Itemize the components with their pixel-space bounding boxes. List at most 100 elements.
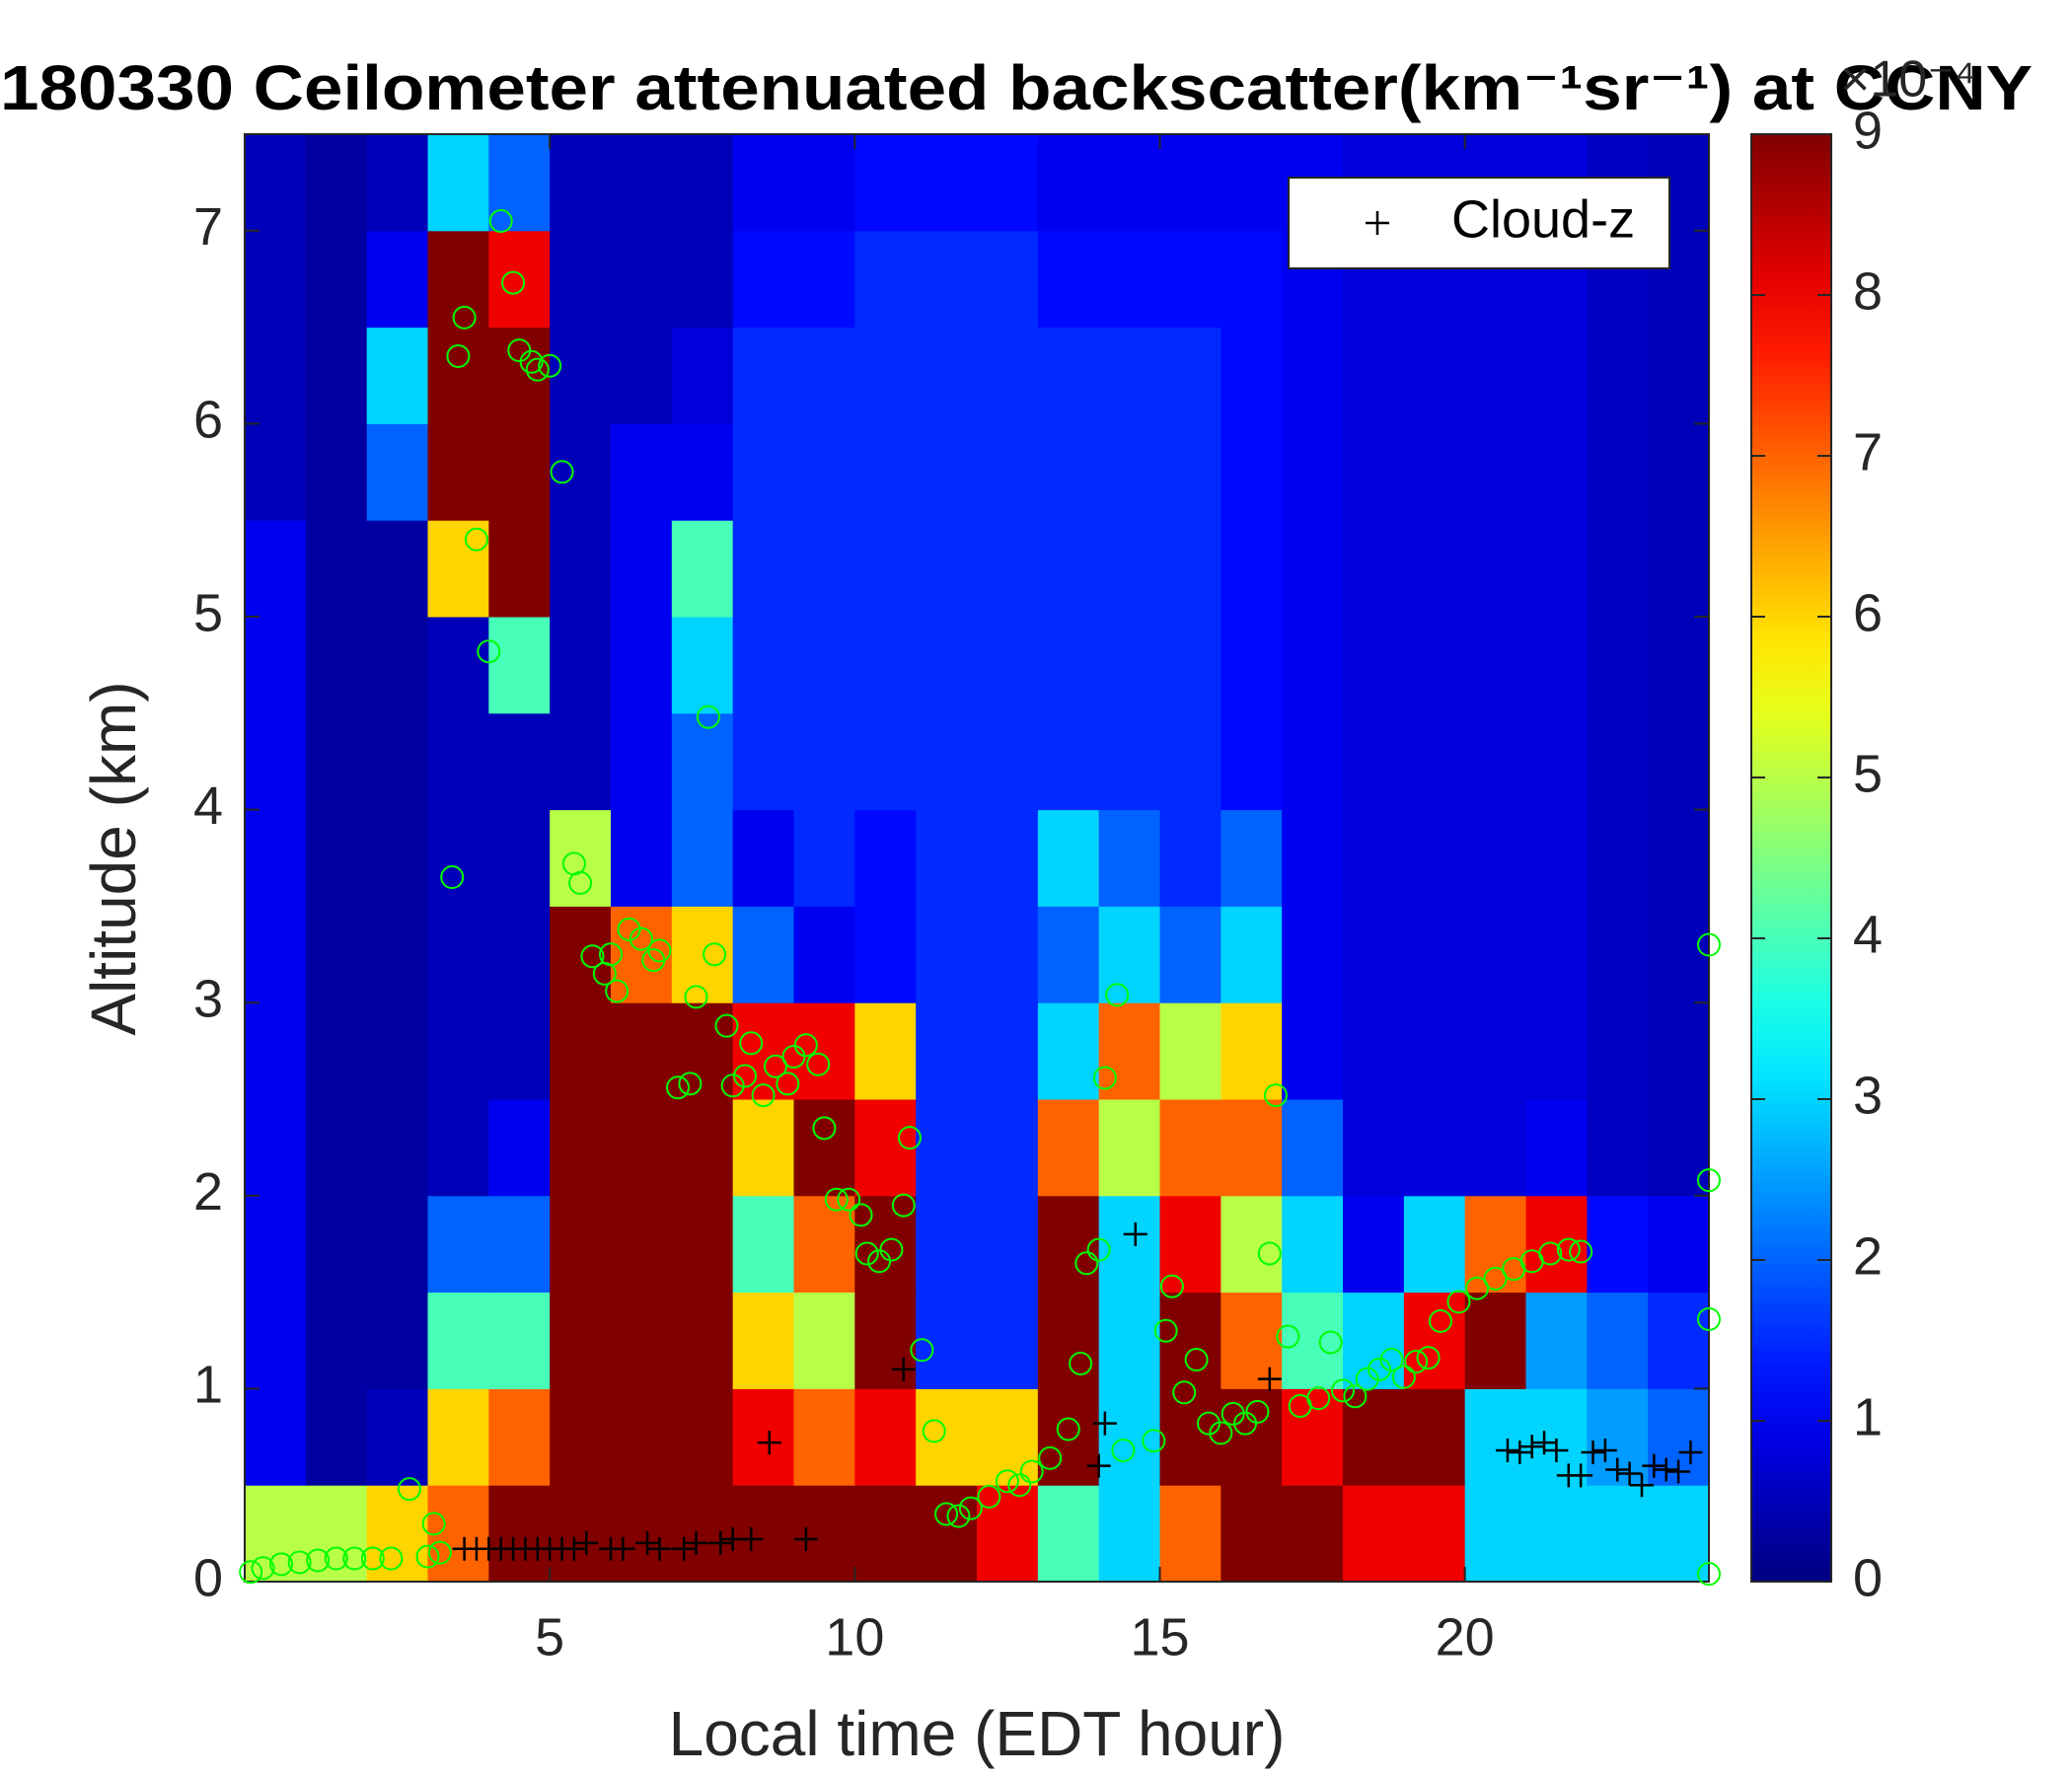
- heatmap-cell: [245, 230, 307, 329]
- scatter-marker: [379, 1546, 404, 1571]
- scatter-marker: [1355, 1367, 1379, 1391]
- cloud-marker: [757, 1431, 781, 1455]
- heatmap-cell: [488, 1485, 551, 1583]
- heatmap-cell: [305, 1292, 368, 1389]
- heatmap-cell: [1282, 712, 1344, 811]
- heatmap-cell: [1587, 906, 1649, 1003]
- heatmap-cell: [854, 809, 917, 907]
- heatmap-cell: [305, 520, 368, 618]
- heatmap-cell: [1525, 1099, 1588, 1197]
- y-tick-label: 2: [193, 1162, 223, 1221]
- heatmap-cell: [1159, 423, 1221, 521]
- heatmap-cell: [1098, 423, 1160, 521]
- heatmap-cell: [366, 230, 428, 329]
- cloud-marker: [1257, 1367, 1282, 1391]
- heatmap-cell: [732, 712, 794, 811]
- heatmap-cell: [1098, 1388, 1160, 1486]
- scatter-marker: [550, 460, 574, 484]
- scatter-marker: [1209, 1421, 1233, 1445]
- scatter-marker: [1343, 1384, 1368, 1409]
- heatmap-cell: [732, 1195, 794, 1294]
- heatmap-cell: [245, 712, 307, 811]
- heatmap-cell: [732, 423, 794, 521]
- heatmap-cell: [1648, 1099, 1710, 1197]
- heatmap-cell: [1648, 1002, 1710, 1100]
- heatmap-cell: [245, 809, 307, 907]
- heatmap-cell: [550, 1002, 612, 1100]
- heatmap-cell: [1037, 1099, 1100, 1197]
- x-tick-label: 5: [535, 1607, 564, 1666]
- heatmap: [245, 134, 1710, 1583]
- heatmap-cell: [488, 809, 551, 907]
- heatmap-cell: [366, 712, 428, 811]
- heatmap-cell: [1159, 712, 1221, 811]
- scatter-marker: [922, 1419, 946, 1443]
- heatmap-cell: [1648, 423, 1710, 521]
- scatter-marker: [1263, 1083, 1288, 1108]
- heatmap-cell: [1464, 1002, 1526, 1100]
- heatmap-cell: [550, 906, 612, 1003]
- heatmap-cell: [916, 1485, 978, 1583]
- heatmap-cell: [732, 906, 794, 1003]
- heatmap-cell: [793, 423, 855, 521]
- heatmap-cell: [245, 520, 307, 618]
- heatmap-cell: [366, 423, 428, 521]
- heatmap-cell: [916, 906, 978, 1003]
- heatmap-cell: [1343, 1099, 1405, 1197]
- heatmap-cell: [611, 1292, 673, 1389]
- heatmap-cell: [1648, 1485, 1710, 1583]
- heatmap-cell: [1464, 423, 1526, 521]
- scatter-marker: [1697, 1168, 1721, 1193]
- scatter-marker: [720, 1073, 745, 1098]
- scatter-marker: [763, 1054, 787, 1078]
- cloud-marker: [611, 1536, 635, 1561]
- heatmap-cell: [1098, 1485, 1160, 1583]
- heatmap-cell: [977, 809, 1039, 907]
- heatmap-cell: [366, 1485, 428, 1583]
- heatmap-cell: [854, 327, 917, 424]
- heatmap-cell: [1037, 809, 1100, 907]
- heatmap-cell: [1648, 520, 1710, 618]
- cloud-marker: [1086, 1453, 1111, 1478]
- scatter-marker: [776, 1072, 800, 1096]
- heatmap-cell: [916, 712, 978, 811]
- heatmap-cell: [1464, 520, 1526, 618]
- heatmap-cell: [1648, 1195, 1710, 1294]
- heatmap-cell: [1159, 230, 1221, 329]
- heatmap-cell: [305, 1195, 368, 1294]
- heatmap-cell: [671, 520, 734, 618]
- legend-label: Cloud-z: [1451, 189, 1635, 249]
- heatmap-cell: [1587, 617, 1649, 714]
- scatter-marker: [1184, 1348, 1209, 1372]
- heatmap-cell: [671, 1002, 734, 1100]
- scatter-marker: [1416, 1346, 1441, 1370]
- heatmap-cell: [671, 1195, 734, 1294]
- heatmap-cell: [1587, 327, 1649, 424]
- heatmap-cell: [305, 1485, 368, 1583]
- heatmap-cell: [1343, 1388, 1405, 1486]
- heatmap-cell: [305, 327, 368, 424]
- heatmap-cell: [671, 712, 734, 811]
- heatmap-cell: [977, 1485, 1039, 1583]
- heatmap-cell: [793, 809, 855, 907]
- heatmap-cell: [488, 1292, 551, 1389]
- heatmap-cell: [916, 520, 978, 618]
- scatter-marker: [1153, 1318, 1178, 1343]
- heatmap-cell: [1221, 712, 1283, 811]
- scatter-marker: [946, 1504, 971, 1528]
- heatmap-cell: [1343, 1485, 1405, 1583]
- scatter-marker: [446, 343, 471, 368]
- scatter-marker: [427, 1540, 452, 1565]
- heatmap-cell: [550, 617, 612, 714]
- scatter-marker: [605, 979, 629, 1003]
- heatmap-cell: [1159, 134, 1221, 232]
- y-tick-label: 7: [193, 197, 223, 257]
- legend-marker: [1366, 211, 1389, 235]
- heatmap-cell: [305, 617, 368, 714]
- legend-box: [1288, 177, 1670, 269]
- heatmap-cell: [977, 423, 1039, 521]
- cloud-marker: [1569, 1463, 1593, 1488]
- heatmap-cell: [366, 1002, 428, 1100]
- heatmap-cell: [488, 712, 551, 811]
- heatmap-cell: [611, 1195, 673, 1294]
